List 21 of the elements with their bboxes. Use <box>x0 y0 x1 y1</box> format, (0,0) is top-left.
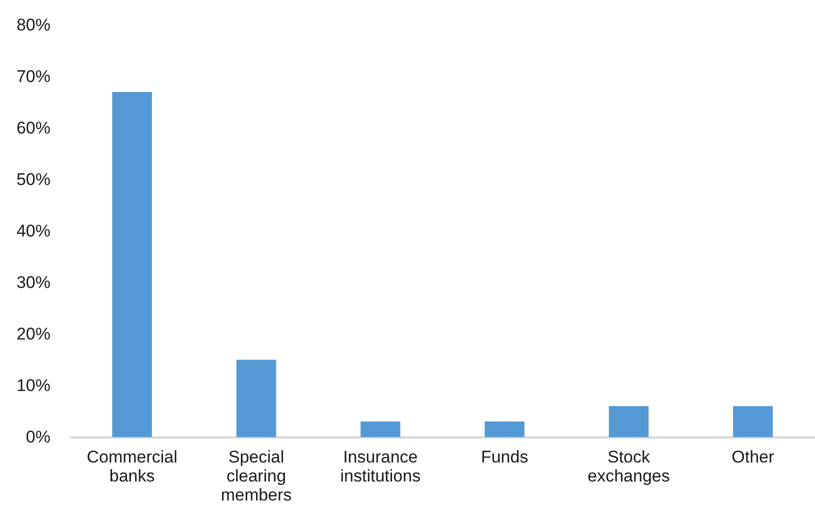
y-tick-label: 20% <box>16 324 50 344</box>
bar <box>733 406 773 437</box>
y-tick-label: 50% <box>16 170 50 189</box>
x-tick-label: Commercial banks <box>86 448 178 486</box>
y-tick-label: 10% <box>16 376 50 395</box>
y-tick-label: 80% <box>16 16 50 34</box>
x-tick-label: Special clearing members <box>220 448 292 504</box>
bar <box>112 92 152 437</box>
bar <box>236 360 276 437</box>
bar <box>484 422 524 437</box>
y-tick-label: 30% <box>16 273 50 292</box>
bar <box>608 406 649 437</box>
y-tick-label: 70% <box>16 67 50 86</box>
x-tick-label: Insurance institutions <box>340 448 421 486</box>
y-tick-label: 40% <box>16 222 50 240</box>
bar <box>360 422 400 437</box>
y-tick-label: 0% <box>26 428 50 446</box>
x-tick-label: Other <box>732 448 775 466</box>
y-tick-label: 60% <box>16 118 50 138</box>
x-tick-label: Stock exchanges <box>588 448 670 486</box>
x-tick-label: Funds <box>480 448 528 466</box>
